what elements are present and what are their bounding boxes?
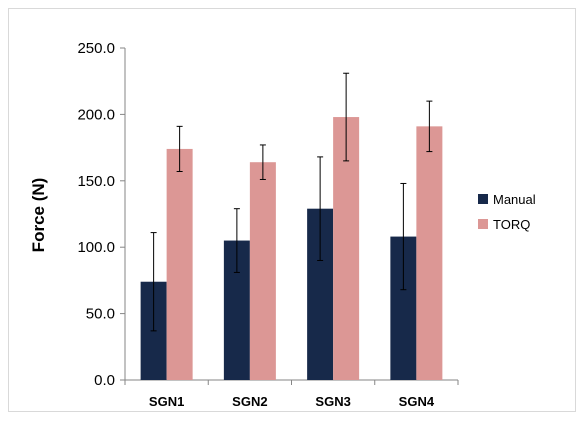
y-tick-label: 50.0: [86, 306, 115, 323]
legend-swatch-torq: [478, 219, 488, 229]
y-tick-label: 200.0: [77, 106, 115, 123]
y-axis-label: Force (N): [29, 178, 48, 253]
x-axis: SGN1 SGN2 SGN3 SGN4: [124, 379, 459, 409]
y-tick-label: 150.0: [77, 173, 115, 190]
y-tick-label: 250.0: [77, 40, 115, 57]
x-category-label: SGN4: [399, 394, 435, 409]
y-tick-label: 100.0: [77, 239, 115, 256]
y-tick-label: 0.0: [94, 372, 115, 389]
x-category-label: SGN3: [315, 394, 350, 409]
error-bars: [150, 72, 433, 332]
legend-swatch-manual: [478, 194, 488, 204]
chart-frame: [8, 8, 576, 412]
legend: Manual TORQ: [478, 192, 536, 232]
bar-torq-sgn2: [249, 162, 276, 380]
y-axis: 0.0 50.0 100.0 150.0 200.0 250.0: [77, 40, 126, 389]
legend-label-torq: TORQ: [493, 217, 530, 232]
x-category-label: SGN2: [232, 394, 267, 409]
bars: [140, 117, 443, 381]
bar-torq-sgn1: [166, 148, 193, 380]
bar-torq-sgn4: [416, 126, 443, 381]
x-category-label: SGN1: [149, 394, 184, 409]
legend-label-manual: Manual: [493, 192, 536, 207]
